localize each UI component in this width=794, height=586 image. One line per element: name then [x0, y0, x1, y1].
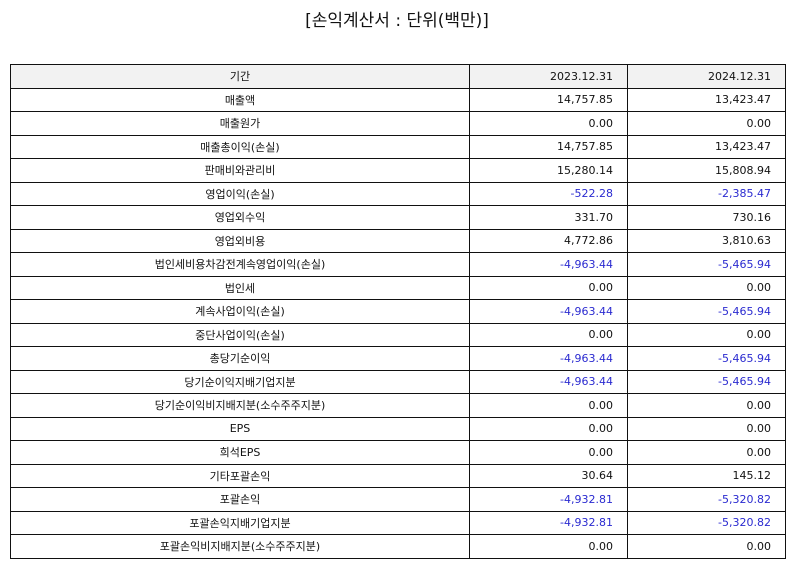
row-label: 당기순이익지배기업지분 — [10, 369, 470, 394]
value-2024: 0.00 — [627, 275, 786, 300]
value-2023: 14,757.85 — [469, 87, 628, 112]
table-row: 매출액 14,757.85 13,423.47 — [10, 87, 786, 112]
value-2023: 0.00 — [469, 416, 628, 441]
year-2023-header: 2023.12.31 — [469, 64, 628, 89]
value-2023: 0.00 — [469, 393, 628, 418]
value-2023: 30.64 — [469, 463, 628, 488]
value-2023: -4,963.44 — [469, 252, 628, 277]
value-2024: -2,385.47 — [627, 181, 786, 206]
value-2023: 0.00 — [469, 534, 628, 559]
income-statement-table: 기간 2023.12.31 2024.12.31 매출액 14,757.85 13,… — [10, 64, 786, 559]
value-2023: -4,963.44 — [469, 369, 628, 394]
value-2024: 0.00 — [627, 416, 786, 441]
value-2023: 331.70 — [469, 205, 628, 230]
value-2024: -5,320.82 — [627, 510, 786, 535]
table-row: 판매비와관리비 15,280.14 15,808.94 — [10, 158, 786, 183]
table-row: 기타포괄손익 30.64 145.12 — [10, 463, 786, 488]
value-2024: 0.00 — [627, 322, 786, 347]
table-row: 매출총이익(손실) 14,757.85 13,423.47 — [10, 134, 786, 159]
value-2024: 13,423.47 — [627, 134, 786, 159]
value-2024: 0.00 — [627, 440, 786, 465]
value-2024: 145.12 — [627, 463, 786, 488]
table-row: 포괄손익 -4,932.81 -5,320.82 — [10, 487, 786, 512]
value-2024: 730.16 — [627, 205, 786, 230]
row-label: 법인세비용차감전계속영업이익(손실) — [10, 252, 470, 277]
value-2023: -522.28 — [469, 181, 628, 206]
row-label: 중단사업이익(손실) — [10, 322, 470, 347]
value-2023: -4,932.81 — [469, 487, 628, 512]
table-row: 당기순이익지배기업지분 -4,963.44 -5,465.94 — [10, 369, 786, 394]
row-label: EPS — [10, 416, 470, 441]
table-row: 법인세비용차감전계속영업이익(손실) -4,963.44 -5,465.94 — [10, 252, 786, 277]
value-2023: -4,963.44 — [469, 299, 628, 324]
row-label: 법인세 — [10, 275, 470, 300]
row-label: 영업외수익 — [10, 205, 470, 230]
value-2024: 3,810.63 — [627, 228, 786, 253]
table-row: 매출원가 0.00 0.00 — [10, 111, 786, 136]
value-2024: -5,465.94 — [627, 252, 786, 277]
value-2023: 4,772.86 — [469, 228, 628, 253]
value-2024: -5,320.82 — [627, 487, 786, 512]
value-2024: 13,423.47 — [627, 87, 786, 112]
value-2023: 0.00 — [469, 111, 628, 136]
year-2024-header: 2024.12.31 — [627, 64, 786, 89]
value-2024: -5,465.94 — [627, 346, 786, 371]
value-2023: 0.00 — [469, 440, 628, 465]
value-2024: 0.00 — [627, 393, 786, 418]
row-label: 총당기순이익 — [10, 346, 470, 371]
table-row: EPS 0.00 0.00 — [10, 416, 786, 441]
value-2023: 15,280.14 — [469, 158, 628, 183]
table-row: 영업외수익 331.70 730.16 — [10, 205, 786, 230]
table-row: 당기순이익비지배지분(소수주주지분) 0.00 0.00 — [10, 393, 786, 418]
row-label: 매출액 — [10, 87, 470, 112]
value-2023: 14,757.85 — [469, 134, 628, 159]
value-2024: -5,465.94 — [627, 369, 786, 394]
row-label: 희석EPS — [10, 440, 470, 465]
value-2024: -5,465.94 — [627, 299, 786, 324]
value-2023: 0.00 — [469, 275, 628, 300]
page-title: [손익계산서 : 단위(백만)] — [305, 11, 489, 31]
row-label: 당기순이익비지배지분(소수주주지분) — [10, 393, 470, 418]
row-label: 포괄손익지배기업지분 — [10, 510, 470, 535]
table-header-row: 기간 2023.12.31 2024.12.31 — [10, 64, 786, 89]
value-2023: -4,932.81 — [469, 510, 628, 535]
row-label: 포괄손익 — [10, 487, 470, 512]
row-label: 판매비와관리비 — [10, 158, 470, 183]
row-label: 매출원가 — [10, 111, 470, 136]
table-row: 포괄손익비지배지분(소수주주지분) 0.00 0.00 — [10, 534, 786, 559]
value-2024: 15,808.94 — [627, 158, 786, 183]
row-label: 영업이익(손실) — [10, 181, 470, 206]
table-row: 희석EPS 0.00 0.00 — [10, 440, 786, 465]
table-row: 포괄손익지배기업지분 -4,932.81 -5,320.82 — [10, 510, 786, 535]
period-header: 기간 — [10, 64, 470, 89]
value-2023: 0.00 — [469, 322, 628, 347]
table-row: 영업이익(손실) -522.28 -2,385.47 — [10, 181, 786, 206]
table-row: 총당기순이익 -4,963.44 -5,465.94 — [10, 346, 786, 371]
table-row: 중단사업이익(손실) 0.00 0.00 — [10, 322, 786, 347]
value-2024: 0.00 — [627, 534, 786, 559]
value-2024: 0.00 — [627, 111, 786, 136]
row-label: 매출총이익(손실) — [10, 134, 470, 159]
row-label: 포괄손익비지배지분(소수주주지분) — [10, 534, 470, 559]
table-row: 영업외비용 4,772.86 3,810.63 — [10, 228, 786, 253]
value-2023: -4,963.44 — [469, 346, 628, 371]
row-label: 계속사업이익(손실) — [10, 299, 470, 324]
table-row: 법인세 0.00 0.00 — [10, 275, 786, 300]
row-label: 기타포괄손익 — [10, 463, 470, 488]
row-label: 영업외비용 — [10, 228, 470, 253]
table-row: 계속사업이익(손실) -4,963.44 -5,465.94 — [10, 299, 786, 324]
